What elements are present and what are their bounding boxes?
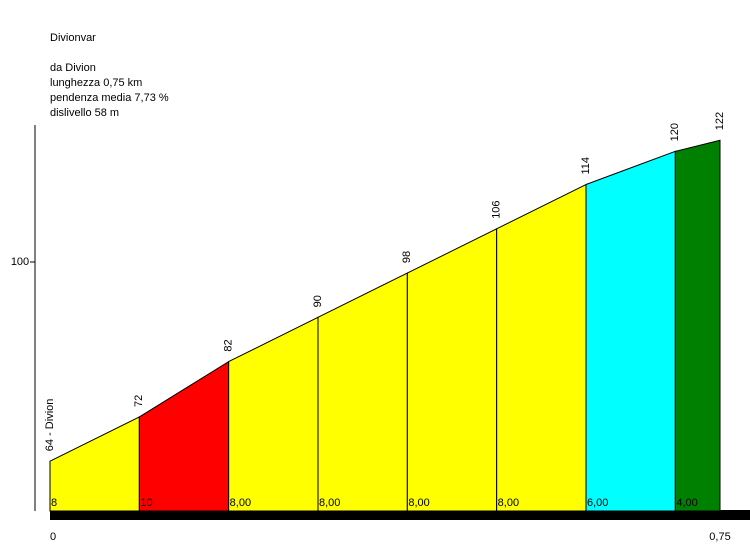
segment bbox=[585, 150, 676, 512]
gradient-label: 8,00 bbox=[408, 497, 429, 509]
info-line: dislivello 58 m bbox=[50, 107, 119, 119]
elevation-label: 120 bbox=[669, 123, 681, 141]
gradient-label: 8,00 bbox=[498, 497, 519, 509]
x-tick-label: 0,75 bbox=[709, 531, 730, 543]
y-tick-label: 100 bbox=[11, 256, 29, 268]
x-tick-label: 0 bbox=[50, 531, 56, 543]
elevation-label: 106 bbox=[491, 200, 503, 218]
info-line: pendenza media 7,73 % bbox=[50, 92, 169, 104]
chart-title: Divionvar bbox=[50, 32, 96, 44]
segment bbox=[674, 139, 721, 512]
segment bbox=[49, 416, 140, 512]
info-line: lunghezza 0,75 km bbox=[50, 77, 142, 89]
gradient-label: 8 bbox=[51, 497, 57, 509]
segment bbox=[138, 360, 230, 512]
elevation-label: 122 bbox=[714, 112, 726, 130]
elevation-label: 114 bbox=[580, 157, 592, 175]
gradient-label: 8,00 bbox=[319, 497, 340, 509]
segment bbox=[317, 272, 408, 512]
segment bbox=[228, 316, 319, 512]
gradient-label: 8,00 bbox=[230, 497, 251, 509]
segment bbox=[496, 183, 587, 512]
gradient-label: 6,00 bbox=[587, 497, 608, 509]
elevation-label: 82 bbox=[223, 339, 235, 351]
gradient-label: 4,00 bbox=[676, 497, 697, 509]
gradient-label: 10 bbox=[140, 497, 152, 509]
elevation-label: 90 bbox=[312, 295, 324, 307]
elevation-label: 98 bbox=[401, 251, 413, 263]
elevation-label: 64 - Divion bbox=[44, 399, 56, 452]
info-line: da Divion bbox=[50, 62, 96, 74]
elevation-label: 72 bbox=[133, 395, 145, 407]
segment bbox=[406, 227, 498, 512]
baseline-bar bbox=[50, 510, 750, 520]
